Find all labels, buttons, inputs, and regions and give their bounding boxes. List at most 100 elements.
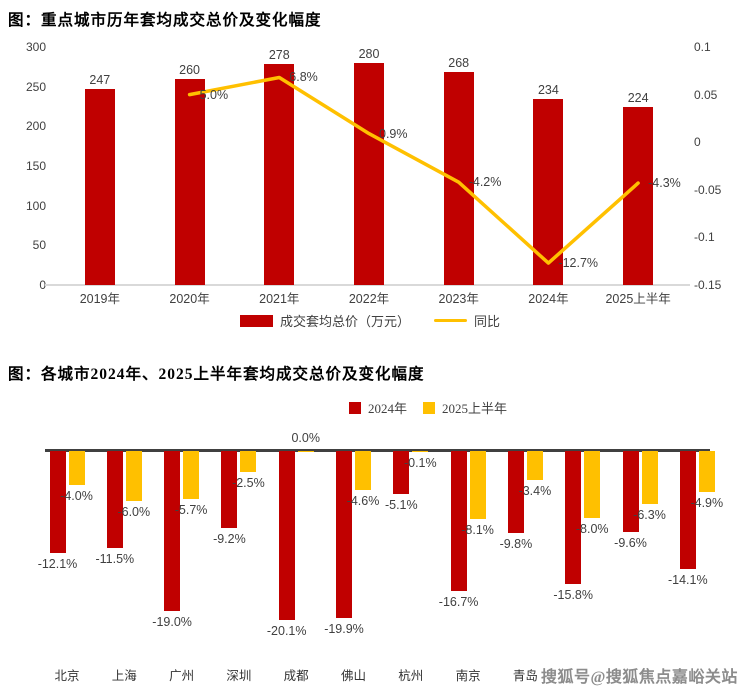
bar-value-label: 224	[627, 91, 649, 106]
yoy-point-label: 0.9%	[379, 126, 408, 141]
legend-line-swatch	[434, 318, 467, 323]
bar-2025h1	[641, 451, 658, 504]
legend-bar-label: 成交套均总价（万元）	[279, 314, 410, 329]
bar-2024-label: -9.6%	[614, 535, 647, 550]
legend-2025h1-label: 2025上半年	[442, 401, 508, 416]
city-label: 上海	[111, 669, 137, 683]
axis-tick-right: 0.1	[694, 40, 711, 54]
chart2-title: 图：各城市2024年、2025上半年套均成交总价及变化幅度	[8, 366, 425, 383]
bar-2024-label: -9.8%	[499, 537, 533, 552]
x-axis-year-label: 2025上半年	[605, 292, 671, 306]
city-label: 深圳	[226, 669, 252, 683]
bar-2024	[278, 451, 295, 620]
chart2-legend: 2024年 2025上半年	[58, 398, 740, 417]
axis-tick-left: 200	[25, 119, 46, 134]
bar-value-label: 234	[537, 83, 559, 98]
axis-tick-right: -0.05	[694, 182, 722, 197]
bar-2024-label: -14.1%	[667, 573, 708, 588]
bar-2025h1	[240, 451, 257, 472]
bar-avg-price	[84, 89, 115, 285]
axis-tick-left: 300	[25, 40, 46, 54]
bar-2025h1	[469, 451, 486, 520]
axis-tick-right: -0.1	[694, 230, 715, 245]
city-label: 北京	[54, 669, 80, 683]
legend-bar-swatch	[239, 314, 273, 327]
legend-line-label: 同比	[474, 314, 501, 329]
bar-avg-price	[623, 107, 654, 285]
yoy-line	[187, 75, 640, 265]
city-label: 南京	[455, 669, 481, 683]
axis-tick-left: 150	[25, 159, 46, 173]
bar-2024	[450, 451, 467, 592]
x-axis-year-label: 2020年	[169, 292, 210, 306]
bar-2025h1-label: -2.5%	[232, 476, 265, 490]
city-label: 青岛	[512, 669, 538, 683]
bar-2024-label: -19.0%	[152, 614, 192, 629]
x-axis-year-label: 2019年	[79, 292, 120, 306]
bar-2024	[106, 451, 123, 548]
chart1-legend: 成交套均总价（万元） 同比	[0, 311, 740, 330]
bar-2025h1-label: -0.1%	[403, 456, 437, 470]
bar-2024-label: -12.1%	[37, 556, 78, 571]
bar-2024-label: -15.8%	[553, 587, 593, 602]
bar-2025h1	[183, 451, 200, 499]
bar-2024	[565, 451, 582, 584]
city-label: 广州	[169, 669, 195, 683]
bar-2024	[507, 451, 524, 534]
x-axis-year-label: 2024年	[528, 292, 569, 306]
bar-avg-price	[354, 62, 384, 285]
bar-2024	[164, 451, 181, 611]
axis-tick-left: 250	[25, 79, 46, 94]
bar-avg-price	[174, 78, 205, 285]
bar-2025h1	[526, 451, 543, 480]
bar-2025h1-label: -4.9%	[690, 496, 724, 511]
bar-2025h1	[584, 451, 601, 519]
bar-2024	[393, 451, 410, 494]
bar-2025h1-label: -5.7%	[174, 502, 208, 517]
bar-2025h1-label: -3.4%	[518, 483, 552, 498]
axis-tick-right: -0.15	[694, 278, 722, 292]
x-axis-year-label: 2023年	[438, 292, 479, 306]
bar-2024-label: -19.9%	[324, 622, 364, 637]
city-label: 成都	[283, 669, 309, 683]
bar-2024	[49, 451, 66, 553]
zero-axis-line	[45, 449, 710, 452]
city-label: 杭州	[398, 669, 424, 683]
yoy-point-label: 5.0%	[199, 87, 229, 102]
yoy-point-label: -12.7%	[558, 256, 599, 271]
yoy-point-label: 6.8%	[289, 70, 318, 85]
watermark: 搜狐号@搜狐焦点嘉峪关站	[541, 669, 738, 686]
x-axis-year-label: 2022年	[348, 292, 390, 306]
legend-2024-swatch	[348, 401, 361, 414]
bar-2025h1	[125, 451, 142, 502]
bar-2024-label: -16.7%	[438, 595, 479, 610]
city-label: 佛山	[340, 669, 366, 683]
axis-tick-left: 0	[39, 278, 46, 292]
bar-2025h1-label: -8.0%	[575, 522, 609, 537]
legend-2024-label: 2024年	[367, 401, 407, 416]
bar-2025h1-label: 0.0%	[291, 431, 320, 445]
bar-2025h1-label: -6.3%	[633, 507, 666, 522]
bar-2024-label: -20.1%	[266, 623, 307, 638]
chart1-title: 图：重点城市历年套均成交总价及变化幅度	[8, 12, 322, 29]
bar-2025h1-label: -6.0%	[117, 505, 151, 520]
bar-2024	[679, 451, 696, 570]
bar-value-label: 268	[448, 56, 470, 71]
bar-2024-label: -5.1%	[384, 497, 418, 512]
x-axis-year-label: 2021年	[259, 292, 300, 306]
bar-2025h1	[412, 451, 429, 452]
bar-2024	[336, 451, 352, 619]
axis-tick-right: 0.05	[694, 87, 718, 102]
yoy-line-layer	[187, 75, 640, 265]
bar-2024-label: -9.2%	[213, 532, 246, 547]
yoy-point-label: -4.2%	[468, 175, 502, 190]
axis-tick-left: 50	[32, 238, 46, 253]
axis-tick-right: 0	[694, 135, 701, 150]
yoy-point-label: -4.3%	[648, 176, 681, 191]
bar-2025h1	[68, 451, 85, 485]
bar-2025h1-label: -4.6%	[346, 493, 380, 508]
chart1-yearly-avg-price: 图：重点城市历年套均成交总价及变化幅度 成交套均总价（万元） 同比 300 250…	[0, 12, 740, 330]
bar-value-label: 247	[89, 73, 111, 88]
chart2-city-avg-price: 图：各城市2024年、2025上半年套均成交总价及变化幅度 2024年 2025…	[0, 355, 740, 694]
